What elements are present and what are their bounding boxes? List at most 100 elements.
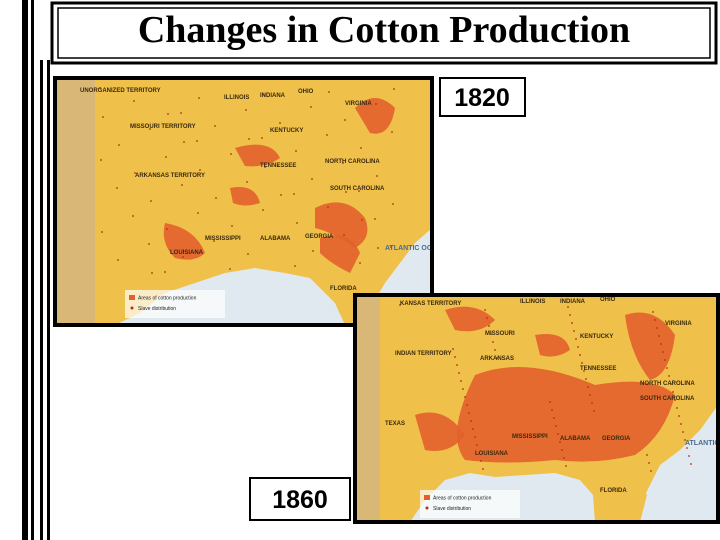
slave-dot (654, 319, 656, 321)
slave-dot (680, 423, 682, 425)
slave-dot (149, 128, 151, 130)
map-label: LOUISIANA (170, 250, 204, 256)
map-label: LOUISIANA (475, 451, 509, 457)
slave-dot (486, 317, 488, 319)
cotton-area (415, 412, 465, 451)
slave-dot (116, 187, 118, 189)
slave-dot (181, 184, 183, 186)
slave-dot (668, 375, 670, 377)
slave-dot (478, 452, 480, 454)
slave-dot (573, 330, 575, 332)
slave-dot (215, 197, 217, 199)
slave-dot (472, 428, 474, 430)
slave-dot (345, 191, 347, 193)
slave-dot (198, 97, 200, 99)
slave-dot (247, 253, 249, 255)
year-box: 1820 (439, 77, 526, 117)
map-label: VIRGINIA (665, 321, 692, 327)
slave-dot (466, 404, 468, 406)
cotton-area (535, 334, 570, 357)
slave-dot (377, 247, 379, 249)
slave-dot (245, 109, 247, 111)
slave-dot (246, 181, 248, 183)
slave-dot (563, 457, 565, 459)
slave-dot (484, 309, 486, 311)
slave-dot (101, 231, 103, 233)
year-label: 1860 (272, 486, 328, 514)
slave-dot (279, 122, 281, 124)
slave-dot (196, 140, 198, 142)
map-label: SOUTH CAROLINA (330, 186, 385, 192)
slave-dot (199, 169, 201, 171)
map-label: MISSISSIPPI (512, 434, 548, 440)
cotton-area (163, 223, 205, 260)
map-label: OHIO (600, 297, 616, 303)
slave-dot (165, 156, 167, 158)
slave-dot (99, 87, 101, 89)
legend-swatch (129, 295, 135, 300)
map-label: KANSAS TERRITORY (400, 301, 461, 307)
slave-dot (359, 262, 361, 264)
slave-dot (344, 119, 346, 121)
slave-dot (151, 272, 153, 274)
slave-dot (656, 327, 658, 329)
slave-dot (646, 454, 648, 456)
legend-text: Slave distribution (138, 306, 176, 312)
map-label: ARKANSAS (480, 356, 514, 362)
legend-swatch (130, 306, 134, 310)
slave-dot (264, 166, 266, 168)
slave-dot (587, 386, 589, 388)
slide-title: Changes in Cotton Production (138, 9, 630, 51)
slave-dot (670, 383, 672, 385)
cotton-area (355, 98, 395, 134)
slave-dot (650, 470, 652, 472)
slave-dot (361, 219, 363, 221)
slave-dot (496, 357, 498, 359)
map-label: ATLANTIC OCEAN (385, 245, 447, 252)
map-label: MISSOURI TERRITORY (130, 124, 196, 130)
slave-dot (294, 265, 296, 267)
cotton-area (445, 306, 495, 332)
legend-box (125, 290, 225, 318)
slave-dot (577, 346, 579, 348)
map-label: INDIANA (260, 93, 286, 99)
slave-dot (311, 178, 313, 180)
map-label: NORTH CAROLINA (325, 159, 380, 165)
slave-dot (180, 112, 182, 114)
slave-dot (462, 388, 464, 390)
slave-dot (390, 246, 392, 248)
slave-dot (326, 134, 328, 136)
slave-dot (492, 341, 494, 343)
slave-dot (482, 468, 484, 470)
slave-dot (342, 162, 344, 164)
map-label: ATLANTIC OCEAN (685, 440, 720, 447)
map-body: KANSAS TERRITORY ILLINOIS INDIANA OHIO MISSO… (355, 295, 720, 522)
slave-dot (593, 410, 595, 412)
map-label: FLORIDA (330, 286, 357, 292)
slave-dot (134, 172, 136, 174)
slave-dot (674, 399, 676, 401)
slave-dot (474, 436, 476, 438)
map-label: GEORGIA (602, 436, 631, 442)
slave-dot (662, 351, 664, 353)
cotton-area (457, 367, 675, 463)
year-label: 1820 (454, 84, 510, 112)
cotton-area (230, 187, 260, 206)
map-label: MISSOURI (485, 331, 515, 337)
legend-text: Areas of cotton production (433, 496, 492, 502)
legend-swatch (424, 495, 430, 500)
slave-dot (583, 370, 585, 372)
map-label: SOUTH CAROLINA (640, 396, 695, 402)
slave-dot (399, 304, 401, 306)
slave-dot (464, 396, 466, 398)
slave-dot (490, 333, 492, 335)
slave-dot (183, 141, 185, 143)
slave-dot (376, 175, 378, 177)
slave-dot (579, 354, 581, 356)
slave-dot (102, 116, 104, 118)
slave-dot (343, 234, 345, 236)
slave-dot (132, 215, 134, 217)
slave-dot (591, 402, 593, 404)
